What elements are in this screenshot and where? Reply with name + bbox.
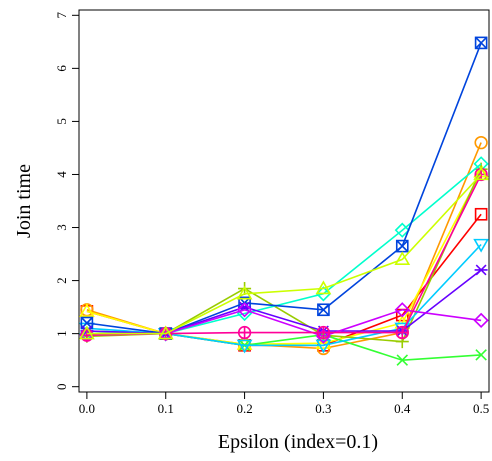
data-point: [474, 36, 488, 50]
series-line: [86, 213, 482, 347]
series: [80, 36, 488, 340]
y-tick-label: 2: [54, 277, 69, 284]
data-point: [79, 303, 95, 318]
y-tick-label: 6: [54, 65, 69, 72]
data-point: [317, 326, 330, 339]
data-point: [236, 339, 253, 354]
y-axis: 0 1 2 3 4 5 6 7: [54, 12, 79, 390]
data-point: [394, 222, 410, 238]
series-line: [86, 269, 482, 335]
y-tick-label: 0: [54, 383, 69, 390]
data-point: [317, 303, 330, 317]
y-tick-label: 3: [54, 224, 69, 231]
series: [79, 163, 489, 350]
x-tick-label: 0.1: [158, 401, 174, 416]
y-tick-label: 7: [54, 12, 69, 19]
data-point: [396, 354, 409, 366]
data-point: [315, 335, 332, 349]
data-point: [474, 207, 488, 221]
x-tick-label: 0.2: [236, 401, 252, 416]
series: [80, 162, 488, 349]
data-point: [317, 303, 330, 316]
data-point: [236, 285, 253, 300]
x-tick-label: 0.0: [79, 401, 95, 416]
data-point: [157, 325, 174, 340]
x-axis: 0.0 0.1 0.2 0.3 0.4 0.5: [79, 392, 489, 416]
series-line: [86, 142, 482, 350]
data-point: [315, 339, 332, 354]
plot-frame: [78, 9, 490, 393]
data-point: [475, 36, 488, 49]
series-line: [86, 173, 482, 335]
y-tick-label: 1: [54, 330, 69, 337]
data-point: [473, 238, 489, 253]
series-line: [86, 42, 482, 335]
series-layer: [79, 36, 489, 366]
data-point: [238, 296, 251, 310]
y-tick-label: 4: [54, 171, 69, 178]
data-point: [79, 325, 95, 340]
data-point: [473, 312, 489, 329]
series-line: [86, 171, 482, 346]
data-point: [236, 302, 253, 318]
data-point: [394, 251, 411, 266]
data-point: [396, 326, 409, 339]
series: [80, 207, 488, 352]
data-point: [473, 166, 489, 181]
data-point: [475, 349, 487, 361]
x-tick-label: 0.5: [473, 401, 489, 416]
data-point: [236, 336, 253, 350]
x-tick-label: 0.3: [315, 401, 331, 416]
series: [80, 167, 488, 342]
data-point: [394, 302, 410, 318]
x-axis-label: Epsilon (index=0.1): [218, 431, 378, 453]
series: [79, 166, 489, 340]
data-point: [315, 280, 332, 295]
data-point: [396, 240, 409, 253]
y-axis-label: Join time: [13, 164, 35, 238]
data-point: [238, 326, 251, 339]
data-point: [315, 328, 332, 344]
y-tick-label: 5: [54, 118, 69, 125]
data-point: [315, 286, 332, 302]
series: [79, 302, 489, 344]
data-point: [474, 264, 488, 276]
data-point: [474, 135, 488, 150]
x-tick-label: 0.4: [394, 401, 411, 416]
series: [80, 135, 488, 356]
